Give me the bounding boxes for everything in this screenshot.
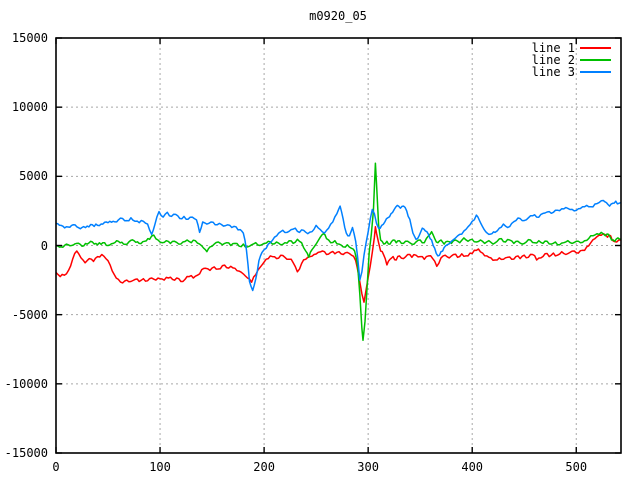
x-tick-label: 400 (461, 460, 484, 474)
legend-line-sample (580, 47, 611, 49)
y-tick-label: -15000 (4, 446, 48, 460)
y-tick-label: 10000 (11, 100, 48, 115)
y-tick-label: 5000 (19, 169, 48, 184)
legend-line-sample (580, 71, 611, 73)
legend-line-sample (580, 59, 611, 61)
series-line-1 (55, 226, 622, 303)
x-tick-label: 0 (52, 460, 60, 474)
x-tick-label: 200 (253, 460, 275, 474)
chart-title: m0920_05 (309, 9, 367, 23)
series-line-2 (55, 162, 622, 342)
y-tick-label: -5000 (11, 307, 48, 322)
legend-label: line 1 (531, 41, 575, 55)
series-line-3 (55, 199, 622, 292)
legend-label: line 2 (531, 53, 575, 67)
y-tick-label: 0 (40, 238, 48, 253)
y-tick-label: -10000 (4, 376, 48, 391)
x-tick-label: 300 (357, 460, 379, 474)
y-tick-label: 15000 (11, 31, 48, 45)
x-tick-label: 100 (149, 460, 171, 474)
x-tick-label: 500 (565, 460, 588, 474)
legend-label: line 3 (531, 65, 575, 79)
